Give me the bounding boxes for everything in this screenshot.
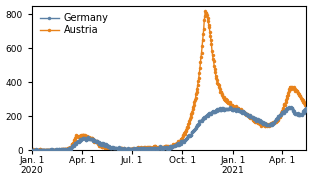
Legend: Germany, Austria: Germany, Austria (37, 10, 112, 38)
Line: Germany: Germany (30, 105, 308, 152)
Line: Austria: Austria (30, 10, 308, 152)
